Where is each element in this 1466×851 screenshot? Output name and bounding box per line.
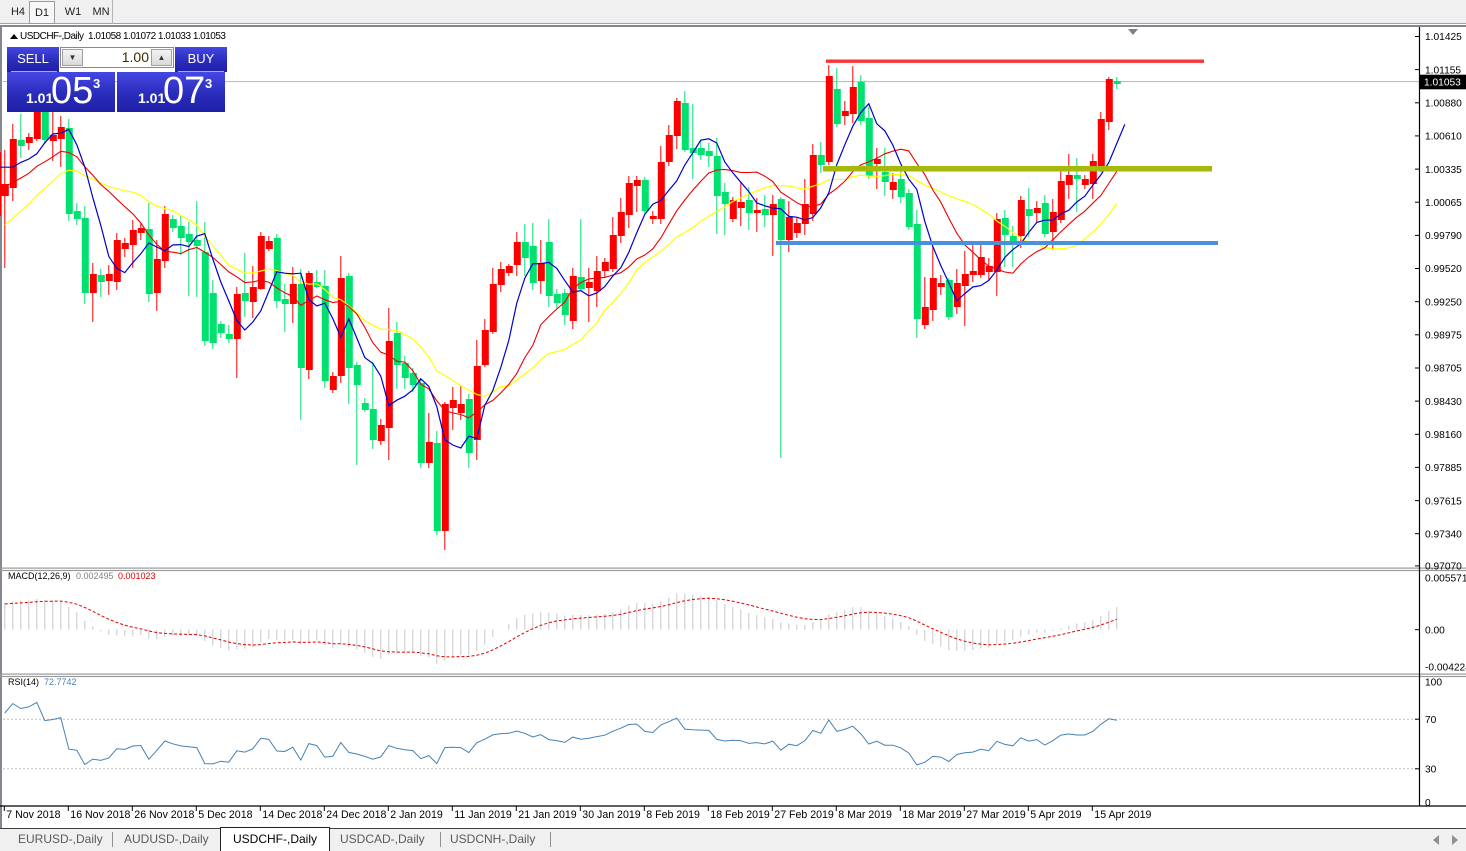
svg-text:0.002495: 0.002495 — [76, 571, 114, 581]
svg-text:0.97070: 0.97070 — [1425, 562, 1462, 573]
svg-text:14 Dec 2018: 14 Dec 2018 — [262, 809, 322, 821]
svg-text:0.97885: 0.97885 — [1425, 463, 1462, 474]
svg-text:7 Nov 2018: 7 Nov 2018 — [6, 809, 60, 821]
svg-text:0.97615: 0.97615 — [1425, 496, 1462, 507]
svg-text:5 Dec 2018: 5 Dec 2018 — [198, 809, 252, 821]
svg-text:0.98705: 0.98705 — [1425, 364, 1462, 375]
svg-text:0.97340: 0.97340 — [1425, 529, 1462, 540]
svg-text:1.01425: 1.01425 — [1425, 32, 1462, 43]
svg-text:24 Dec 2018: 24 Dec 2018 — [326, 809, 386, 821]
svg-text:11 Jan 2019: 11 Jan 2019 — [454, 809, 512, 821]
svg-text:70: 70 — [1425, 715, 1437, 726]
svg-text:1.01155: 1.01155 — [1425, 65, 1461, 76]
svg-text:RSI(14): RSI(14) — [8, 677, 39, 687]
svg-text:27 Mar 2019: 27 Mar 2019 — [966, 809, 1026, 821]
svg-text:0.99520: 0.99520 — [1425, 264, 1462, 275]
svg-text:21 Jan 2019: 21 Jan 2019 — [518, 809, 576, 821]
svg-text:72.7742: 72.7742 — [44, 677, 77, 687]
svg-text:8 Feb 2019: 8 Feb 2019 — [646, 809, 700, 821]
svg-text:0.98975: 0.98975 — [1425, 331, 1462, 342]
svg-text:1.00065: 1.00065 — [1425, 198, 1462, 209]
svg-text:15 Apr 2019: 15 Apr 2019 — [1094, 809, 1151, 821]
svg-text:16 Nov 2018: 16 Nov 2018 — [70, 809, 130, 821]
svg-text:1.01053: 1.01053 — [1424, 78, 1461, 89]
svg-text:0.99790: 0.99790 — [1425, 231, 1462, 242]
svg-text:0: 0 — [1425, 798, 1431, 809]
svg-text:-0.004224: -0.004224 — [1425, 663, 1466, 674]
svg-text:1.00610: 1.00610 — [1425, 132, 1462, 143]
svg-text:26 Nov 2018: 26 Nov 2018 — [134, 809, 194, 821]
svg-text:5 Apr 2019: 5 Apr 2019 — [1030, 809, 1081, 821]
svg-text:0.98160: 0.98160 — [1425, 430, 1462, 441]
svg-text:0.98430: 0.98430 — [1425, 397, 1462, 408]
svg-text:0.005571: 0.005571 — [1425, 573, 1466, 584]
svg-text:18 Mar 2019: 18 Mar 2019 — [902, 809, 962, 821]
svg-text:1.00880: 1.00880 — [1425, 99, 1462, 110]
svg-text:0.99250: 0.99250 — [1425, 297, 1462, 308]
svg-text:MACD(12,26,9): MACD(12,26,9) — [8, 571, 71, 581]
svg-text:0.00: 0.00 — [1425, 625, 1445, 636]
svg-text:2 Jan 2019: 2 Jan 2019 — [390, 809, 443, 821]
svg-text:30 Jan 2019: 30 Jan 2019 — [582, 809, 640, 821]
svg-text:27 Feb 2019: 27 Feb 2019 — [774, 809, 834, 821]
svg-text:18 Feb 2019: 18 Feb 2019 — [710, 809, 770, 821]
svg-text:100: 100 — [1425, 678, 1442, 689]
svg-text:1.00335: 1.00335 — [1425, 165, 1462, 176]
svg-text:0.001023: 0.001023 — [118, 571, 156, 581]
svg-text:8 Mar 2019: 8 Mar 2019 — [838, 809, 892, 821]
svg-text:30: 30 — [1425, 765, 1437, 776]
